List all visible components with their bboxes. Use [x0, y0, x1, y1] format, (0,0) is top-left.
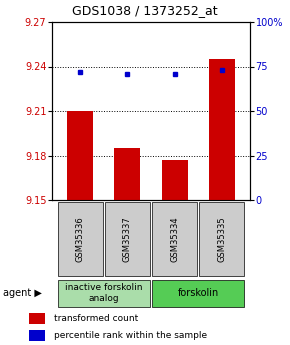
Text: GSM35334: GSM35334 — [170, 216, 179, 262]
Text: GSM35335: GSM35335 — [217, 216, 226, 262]
Text: transformed count: transformed count — [54, 314, 138, 323]
Bar — [29, 313, 45, 324]
Bar — [105, 201, 150, 276]
Bar — [67, 111, 93, 200]
Bar — [209, 59, 235, 200]
Bar — [115, 148, 140, 200]
Bar — [58, 279, 150, 306]
Text: GSM35337: GSM35337 — [123, 216, 132, 262]
Text: GDS1038 / 1373252_at: GDS1038 / 1373252_at — [72, 4, 218, 18]
Text: forskolin: forskolin — [177, 288, 219, 298]
Text: percentile rank within the sample: percentile rank within the sample — [54, 331, 207, 340]
Bar — [152, 201, 197, 276]
Text: agent ▶: agent ▶ — [3, 288, 42, 298]
Text: inactive forskolin
analog: inactive forskolin analog — [65, 283, 143, 303]
Bar — [152, 279, 244, 306]
Bar — [199, 201, 244, 276]
Text: GSM35336: GSM35336 — [76, 216, 85, 262]
Bar — [58, 201, 103, 276]
Bar — [29, 330, 45, 341]
Bar — [162, 160, 188, 200]
